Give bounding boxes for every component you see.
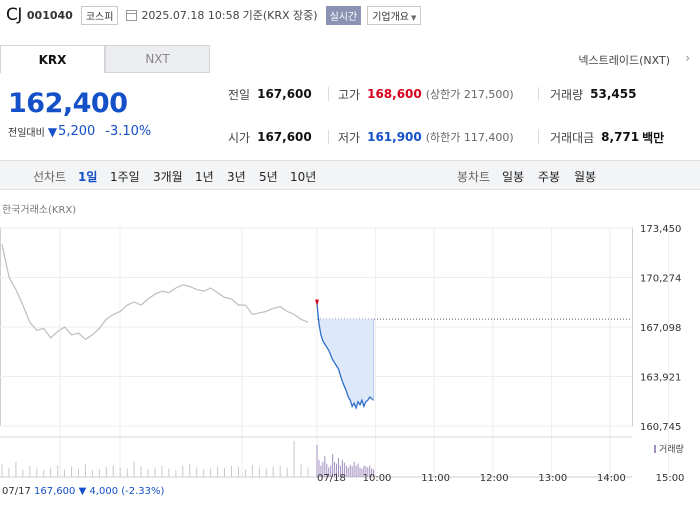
previous-day-line [1,244,309,341]
period-weekly[interactable]: 주봉 [538,170,561,184]
price-change: 전일대비 ▼ 5,200 -3.10% [8,124,151,139]
previous-day-info: 07/17 167,600 ▼ 4,000 (-2.33%) [2,486,164,497]
prev-close: 167,600 [34,486,76,497]
stat-amount-unit: 백만 [642,130,665,145]
period-daily[interactable]: 일봉 [502,170,525,184]
divider [538,87,539,101]
x-tick-label: 07/18 [317,473,346,484]
prev-change: ▼ 4,000 [78,486,119,497]
x-tick-label: 14:00 [597,473,626,484]
period-5y[interactable]: 5년 [259,170,278,184]
stat-high-value: 168,600 [367,87,422,101]
volume-legend-label: 거래량 [659,445,684,455]
divider [328,87,329,101]
quote-basis: 기준(KRX 장중) [242,9,318,22]
chart-period-bar: 선차트 1일 1주일 3개월 1년 3년 5년 10년 봉차트 일봉 주봉 월봉 [0,160,700,190]
market-tabs: KRX NXT [0,45,210,73]
y-tick-label: 173,450 [640,224,681,235]
stock-code: 001040 [26,8,73,22]
stat-high: 고가 168,600 (상한가 217,500) [338,84,514,104]
stat-volume-label: 거래량 [550,87,584,102]
period-monthly[interactable]: 월봉 [574,170,597,184]
stat-volume-value: 53,455 [590,87,637,101]
stat-low-label: 저가 [338,130,361,145]
open-marker [315,299,319,306]
y-tick-label: 167,098 [640,323,681,334]
stock-header: CJ 001040 코스피 2025.07.18 10:58 기준(KRX 장중… [0,0,700,30]
stat-low: 저가 161,900 (하한가 117,400) [338,127,514,147]
stat-prev-value: 167,600 [257,87,312,101]
volume-swatch [654,444,656,453]
realtime-button[interactable]: 실시간 [325,5,362,25]
stat-prev: 전일 167,600 [228,84,312,104]
today-price-line [316,303,375,410]
line-chart-label[interactable]: 선차트 [33,170,67,184]
stat-upper-limit: (상한가 217,500) [425,88,514,101]
nextrade-link-label: 넥스트레이드(NXT) [578,54,670,67]
down-triangle-icon: ▼ [47,124,58,139]
y-tick-label: 170,274 [640,274,681,285]
y-tick-label: 163,921 [640,373,681,384]
period-1d[interactable]: 1일 [78,170,98,184]
x-tick-label: 10:00 [363,473,392,484]
stat-volume: 거래량 53,455 [550,84,636,104]
stat-high-label: 고가 [338,87,361,102]
stock-name: CJ [6,5,22,25]
period-3y[interactable]: 3년 [227,170,246,184]
chart-source: 한국거래소(KRX) [2,205,77,216]
x-tick-label: 11:00 [421,473,450,484]
chevron-down-icon: ▼ [411,13,417,22]
period-10y[interactable]: 10년 [290,170,317,184]
x-tick-label: 15:00 [656,473,685,484]
change-percent: -3.10% [105,124,152,139]
stat-lower-limit: (하한가 117,400) [425,131,514,144]
stat-low-value: 161,900 [367,130,422,144]
market-badge: 코스피 [80,5,119,25]
change-label: 전일대비 [8,128,45,139]
period-1w[interactable]: 1주일 [110,170,140,184]
candle-chart-label[interactable]: 봉차트 [457,170,491,184]
change-value: 5,200 [58,124,96,139]
quote-datetime: 2025.07.18 10:58 [141,8,240,22]
stat-amount: 거래대금 8,771 백만 [550,127,664,147]
divider [328,130,329,144]
today-area-fill [317,303,374,408]
tab-krx[interactable]: KRX [0,45,105,73]
period-1y[interactable]: 1년 [195,170,214,184]
stat-open-value: 167,600 [257,130,312,144]
period-3m[interactable]: 3개월 [153,170,183,184]
company-overview-dropdown[interactable]: 기업개요 ▼ [367,5,422,25]
prev-change-pct: (-2.33%) [121,486,165,497]
volume-legend: 거래량 [654,442,684,455]
divider [538,130,539,144]
current-price: 162,400 [8,88,128,119]
nextrade-link[interactable]: 넥스트레이드(NXT) › [578,51,690,68]
stat-amount-value: 8,771 [601,130,640,144]
intraday-chart[interactable]: 173,450 170,274 167,098 163,921 160,745 07/18… [0,215,700,485]
calendar-icon [126,9,138,21]
stat-open-label: 시가 [228,130,251,145]
stat-prev-label: 전일 [228,87,251,102]
stat-amount-label: 거래대금 [550,130,595,145]
x-tick-label: 13:00 [538,473,567,484]
stat-open: 시가 167,600 [228,127,312,147]
tab-nxt[interactable]: NXT [105,45,210,73]
chevron-right-icon: › [685,51,690,65]
company-overview-label: 기업개요 [372,11,409,23]
x-tick-label: 12:00 [480,473,509,484]
prev-date: 07/17 [2,486,31,497]
y-tick-label: 160,745 [640,422,681,433]
